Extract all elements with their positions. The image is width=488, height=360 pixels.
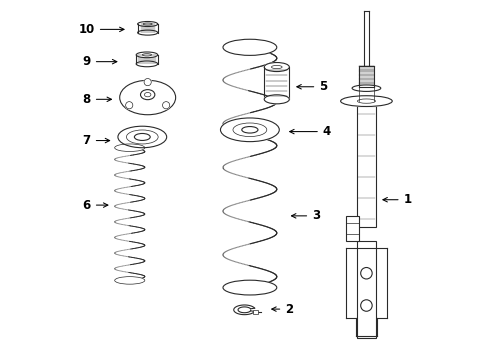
Bar	[253, 310, 258, 314]
Circle shape	[360, 267, 371, 279]
Ellipse shape	[223, 39, 276, 55]
Ellipse shape	[118, 126, 166, 148]
Text: 9: 9	[82, 55, 117, 68]
Text: 7: 7	[82, 134, 109, 147]
Ellipse shape	[120, 80, 175, 115]
Ellipse shape	[264, 63, 289, 72]
Text: 2: 2	[271, 303, 293, 316]
Ellipse shape	[134, 134, 150, 140]
Ellipse shape	[115, 144, 144, 152]
Text: 3: 3	[291, 210, 320, 222]
Ellipse shape	[220, 118, 279, 141]
Circle shape	[125, 102, 133, 109]
Ellipse shape	[264, 95, 289, 104]
Ellipse shape	[136, 61, 158, 67]
Circle shape	[162, 102, 169, 109]
Ellipse shape	[137, 22, 158, 27]
Ellipse shape	[241, 127, 258, 133]
Bar	[356, 241, 375, 338]
Ellipse shape	[223, 280, 276, 295]
Text: 8: 8	[82, 93, 111, 106]
Circle shape	[360, 300, 371, 311]
Circle shape	[144, 78, 151, 86]
FancyBboxPatch shape	[346, 216, 359, 241]
Ellipse shape	[140, 90, 155, 100]
Text: 6: 6	[82, 199, 108, 212]
Ellipse shape	[340, 96, 391, 107]
Ellipse shape	[115, 276, 144, 284]
Ellipse shape	[136, 52, 158, 58]
Ellipse shape	[137, 30, 158, 35]
Ellipse shape	[351, 85, 380, 91]
Text: 1: 1	[382, 193, 411, 206]
Text: 4: 4	[289, 125, 330, 138]
Text: 10: 10	[79, 23, 124, 36]
Bar	[356, 107, 375, 226]
Text: 5: 5	[296, 80, 327, 93]
